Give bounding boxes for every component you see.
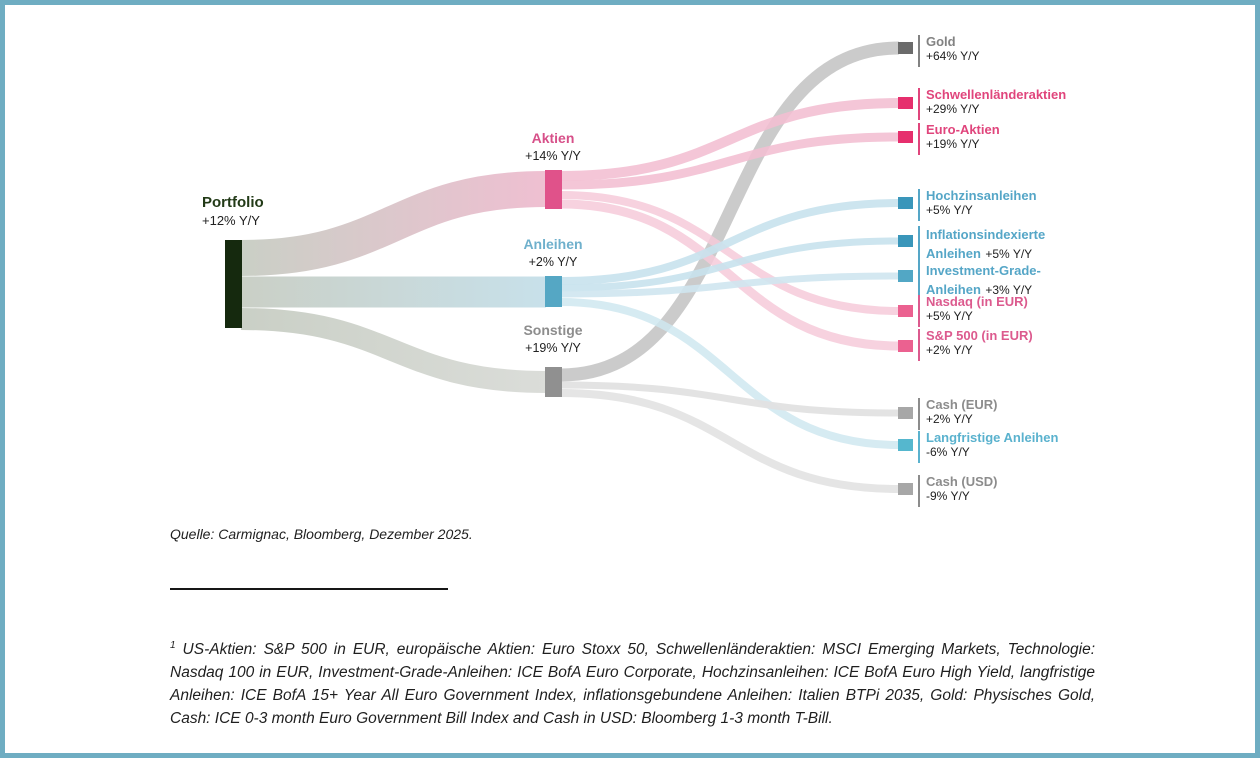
- leaf-label: Nasdaq (in EUR): [926, 294, 1028, 309]
- node-sonstige: [545, 367, 562, 397]
- flow-anleihen-inflationsindexierte: [560, 237, 900, 292]
- sonstige-label: Sonstige: [523, 322, 583, 338]
- leaf-inflationsindexierte: Inflationsindexierte Anleihen +5% Y/Y: [926, 226, 1080, 264]
- sonstige-value: +19% Y/Y: [525, 340, 581, 355]
- leaf-investment-grade: Investment-Grade-Anleihen +3% Y/Y: [926, 262, 1080, 300]
- leaf-label: Gold: [926, 34, 956, 49]
- flow-anleihen-langfristige: [560, 298, 900, 449]
- leaf-value: +64% Y/Y: [926, 49, 980, 64]
- portfolio-label-block: Portfolio +12% Y/Y: [202, 194, 342, 228]
- leaf-value: +2% Y/Y: [926, 412, 973, 427]
- leaf-label: Investment-Grade-Anleihen: [926, 263, 1041, 297]
- leaf-label: Inflationsindexierte Anleihen: [926, 227, 1046, 261]
- rule-euro-aktien: [918, 123, 920, 155]
- flow-sonstige-cash-eur: [560, 381, 900, 417]
- leaf-label: Langfristige Anleihen: [926, 430, 1059, 445]
- rule-langfristige: [918, 431, 920, 463]
- node-schwellenlaender: [898, 97, 913, 109]
- flow-sonstige-gold: [560, 41, 900, 382]
- rule-inflationsindexierte: [918, 226, 920, 262]
- leaf-value: +19% Y/Y: [926, 137, 980, 152]
- leaf-label: Hochzinsanleihen: [926, 188, 1037, 203]
- node-portfolio: [225, 240, 242, 328]
- aktien-value: +14% Y/Y: [525, 148, 581, 163]
- sonstige-label-block: Sonstige +19% Y/Y: [483, 322, 623, 355]
- flow-aktien-schwellenlaender: [560, 98, 900, 181]
- leaf-value: -9% Y/Y: [926, 489, 970, 504]
- anleihen-label: Anleihen: [523, 236, 583, 252]
- leaf-value: +5% Y/Y: [926, 309, 973, 324]
- source-line: Quelle: Carmignac, Bloomberg, Dezember 2…: [170, 526, 473, 542]
- node-cash-eur: [898, 407, 913, 419]
- footnote-text: US-Aktien: S&P 500 in EUR, europäische A…: [170, 641, 1096, 728]
- node-inflationsindexierte: [898, 235, 913, 247]
- rule-gold: [918, 35, 920, 67]
- rule-cash-usd: [918, 475, 920, 507]
- leaf-value: -6% Y/Y: [926, 445, 970, 460]
- node-cash-usd: [898, 483, 913, 495]
- aktien-label-block: Aktien +14% Y/Y: [483, 130, 623, 163]
- rule-sp500: [918, 329, 920, 361]
- leaf-label: Euro-Aktien: [926, 122, 1000, 137]
- node-anleihen: [545, 276, 562, 307]
- portfolio-label: Portfolio: [202, 194, 264, 211]
- leaf-hochzins: Hochzinsanleihen +5% Y/Y: [926, 188, 1037, 217]
- leaf-langfristige: Langfristige Anleihen -6% Y/Y: [926, 430, 1058, 459]
- node-aktien: [545, 170, 562, 209]
- leaf-cash-usd: Cash (USD) -9% Y/Y: [926, 474, 998, 503]
- leaf-value: +5% Y/Y: [926, 203, 973, 218]
- leaf-label: Cash (USD): [926, 474, 998, 489]
- leaf-value: +29% Y/Y: [926, 102, 980, 117]
- node-gold: [898, 42, 913, 54]
- leaf-value: +3% Y/Y: [985, 282, 1033, 297]
- leaf-value: +5% Y/Y: [985, 246, 1033, 261]
- rule-investment-grade: [918, 262, 920, 298]
- node-langfristige: [898, 439, 913, 451]
- footnote: 1 US-Aktien: S&P 500 in EUR, europäische…: [170, 634, 1095, 730]
- flow-sonstige-cash-usd: [560, 389, 900, 493]
- rule-schwellenlaender: [918, 88, 920, 120]
- node-sp500: [898, 340, 913, 352]
- rule-nasdaq: [918, 295, 920, 327]
- leaf-schwellenlaender: Schwellenländeraktien +29% Y/Y: [926, 87, 1066, 116]
- flow-portfolio-sonstige: [240, 308, 547, 393]
- flow-aktien-euro-aktien: [560, 132, 900, 190]
- node-hochzins: [898, 197, 913, 209]
- rule-hochzins: [918, 189, 920, 221]
- node-euro-aktien: [898, 131, 913, 143]
- leaf-sp500: S&P 500 (in EUR) +2% Y/Y: [926, 328, 1033, 357]
- anleihen-label-block: Anleihen +2% Y/Y: [483, 236, 623, 269]
- sankey-flows: [240, 41, 900, 493]
- leaf-euro-aktien: Euro-Aktien +19% Y/Y: [926, 122, 1000, 151]
- rule-cash-eur: [918, 398, 920, 430]
- leaf-label: S&P 500 (in EUR): [926, 328, 1033, 343]
- flow-aktien-nasdaq: [560, 191, 900, 315]
- node-nasdaq: [898, 305, 913, 317]
- leaf-gold: Gold +64% Y/Y: [926, 34, 979, 63]
- leaf-cash-eur: Cash (EUR) +2% Y/Y: [926, 397, 998, 426]
- flow-anleihen-hochzins: [560, 199, 900, 285]
- anleihen-value: +2% Y/Y: [528, 254, 578, 269]
- flow-aktien-sp500: [560, 199, 900, 351]
- leaf-label: Schwellenländeraktien: [926, 87, 1067, 102]
- portfolio-value: +12% Y/Y: [202, 212, 260, 228]
- aktien-label: Aktien: [531, 130, 575, 146]
- node-investment-grade: [898, 270, 913, 282]
- flow-anleihen-investment-grade: [560, 272, 900, 298]
- leaf-label: Cash (EUR): [926, 397, 998, 412]
- leaf-value: +2% Y/Y: [926, 343, 973, 358]
- leaf-nasdaq: Nasdaq (in EUR) +5% Y/Y: [926, 294, 1028, 323]
- footnote-divider: [170, 588, 448, 590]
- footnote-marker: 1: [170, 640, 176, 651]
- flow-portfolio-aktien: [240, 171, 547, 276]
